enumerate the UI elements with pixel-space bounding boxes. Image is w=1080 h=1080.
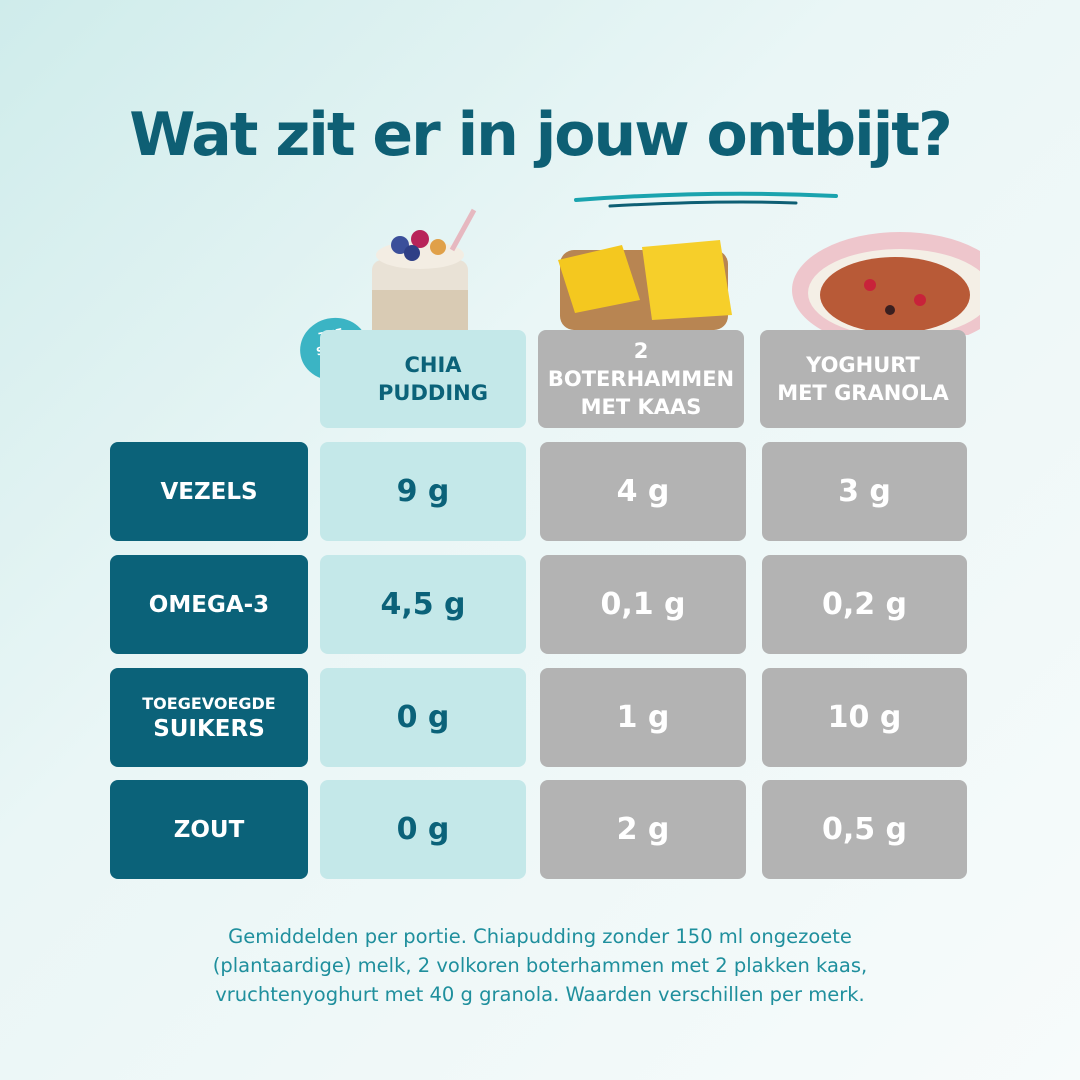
footnote: Gemiddelden per portie. Chiapudding zond… xyxy=(0,922,1080,1009)
value-cell: 0 g xyxy=(320,668,526,767)
footnote-line: (plantaardige) melk, 2 volkoren boterham… xyxy=(212,954,868,977)
footnote-line: vruchtenyoghurt met 40 g granola. Waarde… xyxy=(215,983,865,1006)
header-line: 2 BOTERHAMMEN xyxy=(547,339,735,391)
row-label: OMEGA-3 xyxy=(110,555,308,654)
value-cell: 10 g xyxy=(762,668,967,767)
row-label: VEZELS xyxy=(110,442,308,541)
row-label: TOEGEVOEGDE SUIKERS xyxy=(110,668,308,767)
value-cell: 0,1 g xyxy=(540,555,746,654)
label-line: TOEGEVOEGDE xyxy=(142,693,276,713)
footnote-line: Gemiddelden per portie. Chiapudding zond… xyxy=(228,925,852,948)
header-line: CHIA xyxy=(404,353,462,377)
value-cell: 2 g xyxy=(540,780,746,879)
row-label: ZOUT xyxy=(110,780,308,879)
label-line: SUIKERS xyxy=(153,715,265,742)
label-line: ZOUT xyxy=(173,816,245,843)
header-line: YOGHURT xyxy=(806,353,920,377)
value-cell: 9 g xyxy=(320,442,526,541)
value-cell: 4 g xyxy=(540,442,746,541)
column-header: 2 BOTERHAMMEN MET KAAS xyxy=(538,330,744,428)
value-cell: 0,2 g xyxy=(762,555,967,654)
food-images xyxy=(372,208,980,335)
value-cell: 3 g xyxy=(762,442,967,541)
label-line: VEZELS xyxy=(160,478,258,505)
value-cell: 0 g xyxy=(320,780,526,879)
value-cell: 1 g xyxy=(540,668,746,767)
value-cell: 4,5 g xyxy=(320,555,526,654)
value-cell: 0,5 g xyxy=(762,780,967,879)
header-line: PUDDING xyxy=(378,381,488,405)
column-header: YOGHURT MET GRANOLA xyxy=(760,330,966,428)
header-line: MET GRANOLA xyxy=(777,381,949,405)
column-header: CHIA PUDDING xyxy=(320,330,526,428)
underline xyxy=(574,191,838,208)
title: Wat zit er in jouw ontbijt? xyxy=(129,100,953,170)
header-line: MET KAAS xyxy=(580,395,702,419)
label-line: OMEGA-3 xyxy=(148,591,270,618)
